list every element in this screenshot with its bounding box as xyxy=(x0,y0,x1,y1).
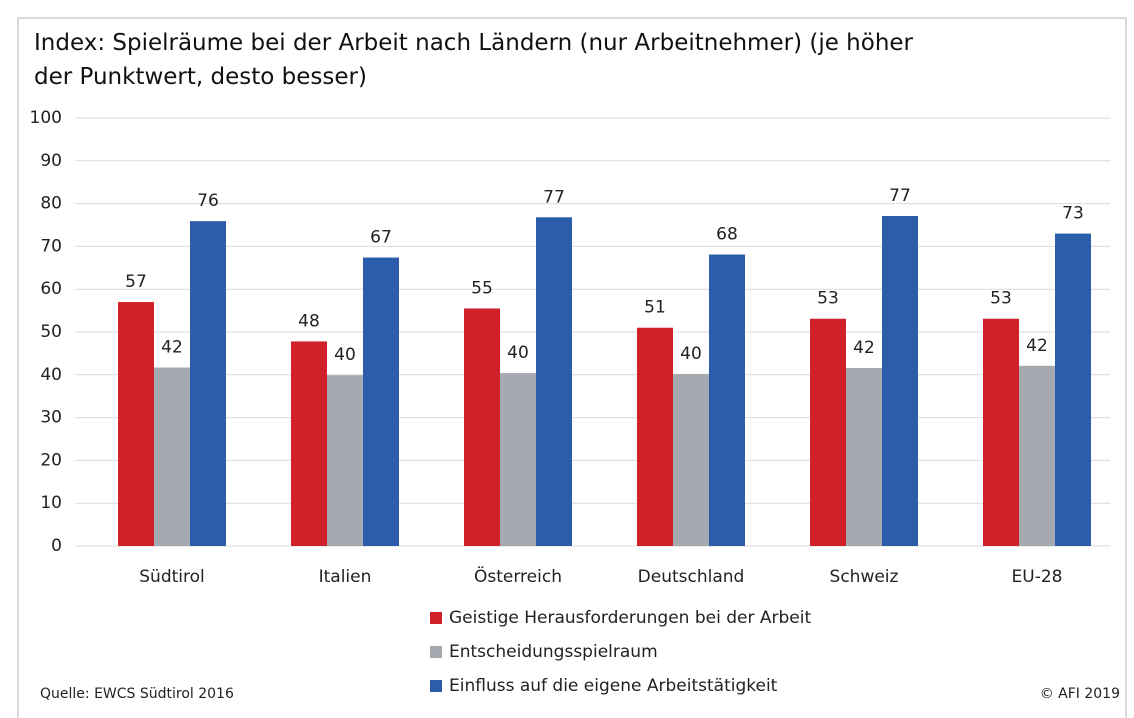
y-tick-label: 50 xyxy=(40,322,62,342)
y-tick-label: 40 xyxy=(40,365,62,385)
value-label: 67 xyxy=(370,228,392,248)
y-tick-label: 30 xyxy=(40,408,62,428)
value-label: 42 xyxy=(1026,336,1048,356)
bar xyxy=(637,327,673,546)
bar xyxy=(1019,365,1055,546)
y-tick-label: 60 xyxy=(40,279,62,299)
bar xyxy=(983,318,1019,546)
bar xyxy=(464,308,500,546)
x-tick-label: Schweiz xyxy=(830,567,899,587)
y-tick-label: 20 xyxy=(40,450,62,470)
legend-swatch xyxy=(430,646,442,658)
value-label: 53 xyxy=(817,289,839,309)
legend-label: Geistige Herausforderungen bei der Arbei… xyxy=(449,608,811,628)
bar xyxy=(327,375,363,546)
value-label: 40 xyxy=(334,345,356,365)
value-label: 40 xyxy=(507,343,529,363)
value-label: 68 xyxy=(716,225,738,245)
frame xyxy=(17,17,1127,718)
y-tick-label: 80 xyxy=(40,194,62,214)
y-tick-label: 100 xyxy=(30,108,62,128)
value-label: 51 xyxy=(644,298,666,318)
x-tick-label: Südtirol xyxy=(139,567,205,587)
value-label: 53 xyxy=(990,289,1012,309)
value-label: 55 xyxy=(471,278,493,298)
value-label: 77 xyxy=(889,186,911,206)
copyright: © AFI 2019 xyxy=(1040,686,1120,702)
source: Quelle: EWCS Südtirol 2016 xyxy=(40,686,234,702)
value-label: 76 xyxy=(197,191,219,211)
bar xyxy=(291,341,327,546)
y-tick-label: 70 xyxy=(40,236,62,256)
legend-label: Entscheidungsspielraum xyxy=(449,642,658,662)
value-label: 73 xyxy=(1062,204,1084,224)
y-tick-label: 10 xyxy=(40,493,62,513)
value-label: 40 xyxy=(680,344,702,364)
bar xyxy=(810,318,846,546)
bar xyxy=(154,367,190,546)
bar xyxy=(118,302,154,546)
value-label: 57 xyxy=(125,272,147,292)
x-tick-label: Österreich xyxy=(474,565,562,587)
value-label: 77 xyxy=(543,187,565,207)
bar xyxy=(709,254,745,547)
legend-label: Einfluss auf die eigene Arbeitstätigkeit xyxy=(449,676,778,696)
bar xyxy=(536,217,572,546)
legend-swatch xyxy=(430,612,442,624)
legend-swatch xyxy=(430,680,442,692)
x-tick-label: Deutschland xyxy=(638,567,745,587)
bar xyxy=(500,373,536,546)
y-tick-label: 0 xyxy=(51,536,62,556)
bar xyxy=(363,257,399,546)
x-tick-label: EU-28 xyxy=(1012,567,1063,587)
bar xyxy=(190,221,226,546)
bar xyxy=(846,367,882,546)
x-tick-label: Italien xyxy=(319,567,372,587)
chart-title: Index: Spielräume bei der Arbeit nach Lä… xyxy=(34,30,914,90)
value-label: 42 xyxy=(161,338,183,358)
value-label: 42 xyxy=(853,338,875,358)
value-label: 48 xyxy=(298,311,320,331)
bar xyxy=(1055,233,1091,546)
bar xyxy=(882,216,918,546)
y-tick-label: 90 xyxy=(40,151,62,171)
bar xyxy=(673,373,709,546)
